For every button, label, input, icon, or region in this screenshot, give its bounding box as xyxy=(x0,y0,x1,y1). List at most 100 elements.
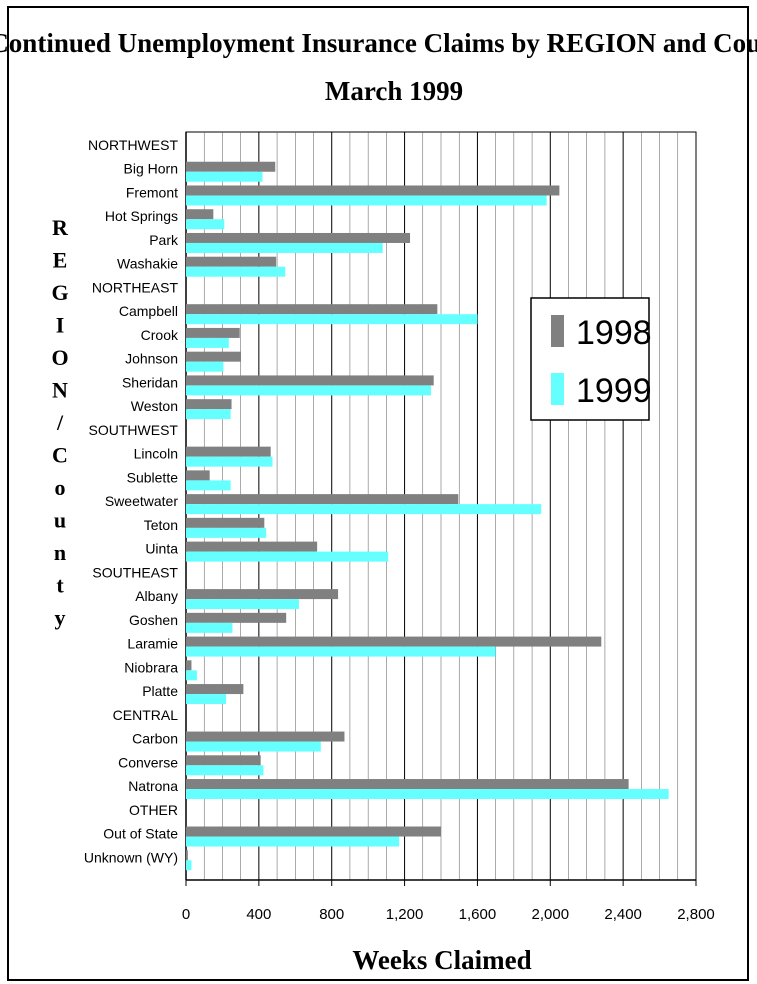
x-axis-label: Weeks Claimed xyxy=(352,945,531,975)
category-label: Johnson xyxy=(125,351,178,367)
bar-1999 xyxy=(186,195,547,206)
bar-1998 xyxy=(186,589,339,600)
category-label: Natrona xyxy=(128,778,178,794)
bar-1999 xyxy=(186,860,192,871)
bar-1998 xyxy=(186,541,318,552)
bar-1999 xyxy=(186,741,321,752)
bar-1999 xyxy=(186,599,299,610)
category-label: Weston xyxy=(131,398,178,414)
y-axis-label-letter: t xyxy=(56,573,64,598)
legend-label-1998: 1998 xyxy=(576,314,652,352)
bar-1999 xyxy=(186,219,225,230)
bar-1999 xyxy=(186,694,227,705)
bar-1998 xyxy=(186,612,287,623)
chart-frame xyxy=(7,6,749,981)
bar-1998 xyxy=(186,470,210,481)
bar-1998 xyxy=(186,256,277,267)
category-label: Washakie xyxy=(117,256,178,272)
bar-1998 xyxy=(186,779,629,790)
bar-1998 xyxy=(186,375,434,386)
bar-1999 xyxy=(186,385,431,396)
category-label: Out of State xyxy=(103,826,178,842)
bar-1999 xyxy=(186,646,496,657)
bar-1999 xyxy=(186,551,389,562)
category-label: OTHER xyxy=(129,802,178,818)
bar-1999 xyxy=(186,409,231,420)
bar-1999 xyxy=(186,171,263,182)
category-label: Converse xyxy=(118,754,178,770)
category-label: Unknown (WY) xyxy=(84,849,178,865)
category-label: Albany xyxy=(135,588,178,604)
bar-1998 xyxy=(186,209,214,220)
bar-1998 xyxy=(186,636,602,647)
y-axis-label-letter: I xyxy=(56,313,65,338)
x-tick-label: 2,400 xyxy=(604,906,642,923)
x-tick-label: 1,200 xyxy=(386,906,424,923)
bar-1998 xyxy=(186,232,411,243)
y-axis-label-letter: R xyxy=(52,215,69,240)
category-label: Park xyxy=(149,232,179,248)
category-label: Uinta xyxy=(145,541,178,557)
bar-1998 xyxy=(186,185,560,196)
x-tick-label: 2,000 xyxy=(532,906,570,923)
plot-area: 0 400 800 1,200 1,600 2,000 2,400 2,800 NORTHWES… xyxy=(84,131,715,923)
bar-1999 xyxy=(186,622,233,633)
bar-1999 xyxy=(186,789,669,800)
category-label: Sheridan xyxy=(122,374,178,390)
category-label: Laramie xyxy=(127,636,178,652)
category-label: SOUTHEAST xyxy=(92,564,178,580)
category-label: Sweetwater xyxy=(105,493,178,509)
category-label: Lincoln xyxy=(134,446,178,462)
category-label: NORTHEAST xyxy=(92,279,179,295)
chart-subtitle: March 1999 xyxy=(325,76,463,106)
y-axis-label-letter: O xyxy=(51,345,68,370)
x-tick-label: 0 xyxy=(182,906,190,923)
category-label: Goshen xyxy=(129,612,178,628)
chart-title: Continued Unemployment Insurance Claims … xyxy=(0,28,757,58)
category-label: SOUTHWEST xyxy=(89,422,179,438)
bar-1998 xyxy=(186,684,244,695)
bar-1999 xyxy=(186,242,383,253)
category-label: Campbell xyxy=(119,303,178,319)
legend-swatch-1998 xyxy=(551,315,564,347)
bar-1999 xyxy=(186,836,400,847)
x-tick-label: 2,800 xyxy=(677,906,715,923)
bar-1998 xyxy=(186,826,441,837)
bar-1998 xyxy=(186,327,240,338)
category-label: Big Horn xyxy=(124,161,178,177)
legend-box xyxy=(530,297,650,421)
legend: 1998 1999 xyxy=(530,297,652,421)
category-label: Platte xyxy=(142,683,178,699)
y-axis-label-letter: / xyxy=(56,410,64,435)
y-axis-label-letter: G xyxy=(51,280,68,305)
y-axis-label-letter: E xyxy=(53,248,68,273)
bar-1998 xyxy=(186,494,459,505)
x-tick-label: 800 xyxy=(319,906,344,923)
bar-1998 xyxy=(186,161,276,172)
bar-1999 xyxy=(186,456,273,467)
bar-1998 xyxy=(186,731,345,742)
y-axis-label: REGION / County xyxy=(51,215,69,630)
category-label: Crook xyxy=(141,327,179,343)
bar-1998 xyxy=(186,351,241,362)
category-label: Hot Springs xyxy=(105,208,178,224)
y-axis-label-letter: y xyxy=(55,605,66,630)
bar-1998 xyxy=(186,446,271,457)
bar-1999 xyxy=(186,314,478,325)
bar-1998 xyxy=(186,517,265,528)
y-axis-label-letter: u xyxy=(54,508,66,533)
legend-swatch-1999 xyxy=(551,373,564,405)
category-label: Niobrara xyxy=(124,659,178,675)
bar-1998 xyxy=(186,399,232,410)
bar-1999 xyxy=(186,765,264,776)
category-label: Fremont xyxy=(126,184,178,200)
bar-1999 xyxy=(186,480,231,491)
category-label: Teton xyxy=(144,517,178,533)
y-axis-label-letter: n xyxy=(54,540,66,565)
y-axis-label-letter: C xyxy=(52,443,68,468)
bar-1998 xyxy=(186,755,261,766)
x-tick-label: 400 xyxy=(246,906,271,923)
legend-label-1999: 1999 xyxy=(576,372,652,410)
bar-1999 xyxy=(186,670,197,681)
